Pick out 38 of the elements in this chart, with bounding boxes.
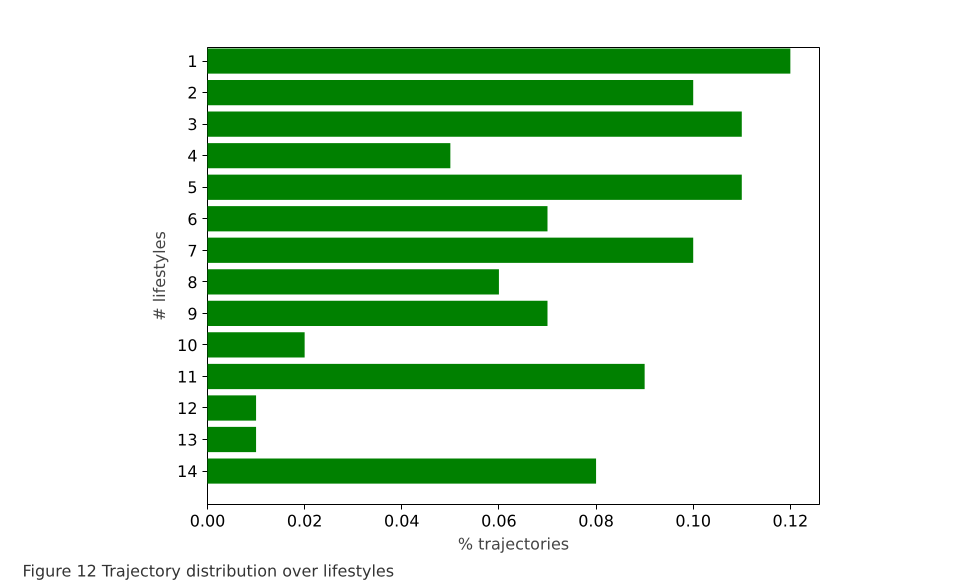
y-tick-label: 11 (177, 367, 198, 386)
x-axis-title: % trajectories (458, 534, 570, 554)
bar (208, 458, 596, 484)
y-tick-label: 4 (187, 146, 198, 166)
bar (208, 300, 548, 326)
y-tick-label: 3 (187, 115, 198, 134)
x-tick-label: 0.06 (481, 512, 517, 530)
x-tick-label: 0.00 (190, 512, 226, 530)
y-tick-label: 12 (177, 398, 198, 418)
y-tick-label: 6 (187, 210, 198, 229)
bar (208, 143, 450, 168)
y-tick-label: 2 (187, 84, 198, 103)
bar (208, 112, 742, 137)
y-tick-label: 8 (187, 272, 198, 292)
x-tick-label: 0.10 (675, 512, 712, 530)
y-tick-label: 13 (177, 430, 198, 450)
bar (208, 48, 790, 74)
x-tick-label: 0.12 (772, 512, 808, 530)
bar (208, 426, 256, 452)
y-tick-label: 14 (177, 462, 198, 482)
bar (208, 364, 645, 390)
y-axis-title: # lifestyles (150, 231, 170, 321)
x-tick-label: 0.04 (384, 512, 420, 530)
x-tick-label: 0.08 (578, 512, 614, 530)
y-tick-label: 5 (187, 178, 198, 198)
bar (208, 174, 742, 200)
bar (208, 269, 499, 294)
y-tick-label: 9 (187, 304, 198, 324)
y-tick-label: 7 (187, 241, 198, 260)
bar (208, 206, 548, 232)
bar (208, 238, 694, 263)
bar (208, 80, 694, 106)
bar (208, 395, 256, 421)
caption: Figure 12 Trajectory distribution over lifestyles (22, 562, 394, 580)
y-tick-label: 1 (187, 52, 198, 72)
y-tick-label: 10 (177, 336, 198, 355)
bar (208, 332, 305, 358)
x-tick-label: 0.02 (286, 512, 322, 530)
